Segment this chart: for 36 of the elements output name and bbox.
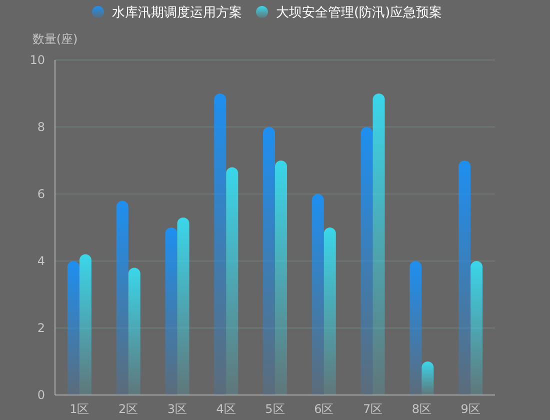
x-tick-label: 3区 [167,402,188,416]
y-tick-label: 2 [37,321,45,335]
y-tick-label: 6 [37,187,45,201]
y-tick-label: 0 [37,388,45,402]
x-tick-label: 7区 [362,402,383,416]
bar [422,362,434,395]
x-tick-label: 1区 [70,402,90,416]
bar [360,127,373,395]
bar [79,254,92,395]
x-tick-label: 5区 [265,402,285,416]
x-tick-label: 2区 [118,402,138,416]
bar [324,228,336,395]
bar [214,94,226,395]
y-tick-label: 8 [37,120,45,134]
bar [226,167,238,395]
y-tick-label: 4 [37,254,45,268]
bar [177,217,190,395]
bar [67,261,80,395]
bar [372,94,385,395]
legend-label: 大坝安全管理(防汛)应急预案 [276,4,442,20]
x-tick-label: 4区 [216,402,236,416]
bar [116,200,128,395]
x-tick-label: 8区 [412,402,432,416]
y-tick-label: 10 [30,53,45,67]
bar [410,261,422,395]
bar [165,228,178,395]
bar [458,160,471,395]
bar [470,261,483,395]
bar [128,268,140,395]
legend-label: 水库汛期调度运用方案 [112,4,242,20]
x-tick-label: 6区 [314,402,334,416]
bar [275,160,287,395]
bar [263,127,275,395]
y-axis-title: 数量(座) [32,32,78,46]
x-tick-label: 9区 [460,402,480,416]
bar [312,194,324,395]
